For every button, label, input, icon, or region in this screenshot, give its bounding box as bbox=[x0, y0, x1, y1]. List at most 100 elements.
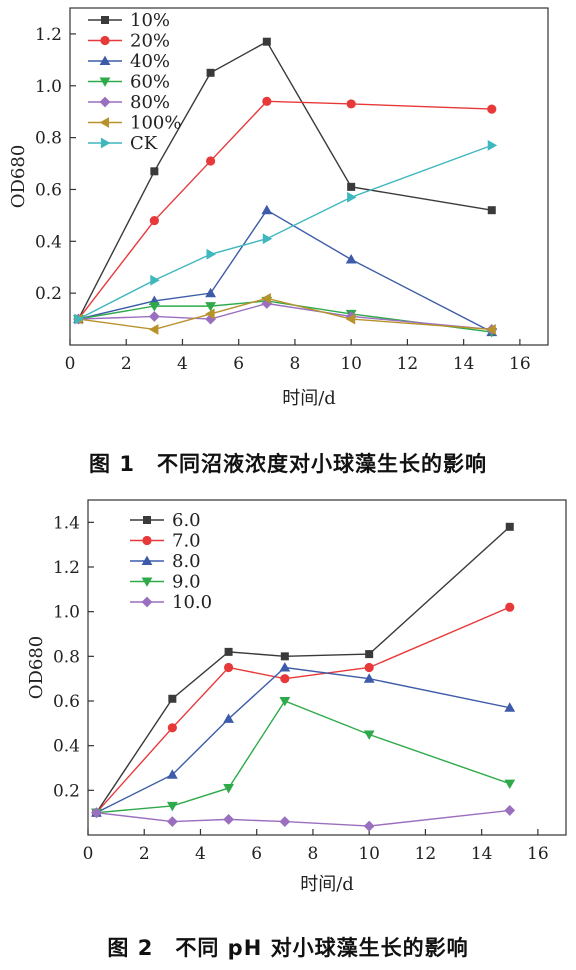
legend-marker bbox=[99, 96, 111, 108]
data-point bbox=[262, 96, 272, 106]
legend-marker bbox=[141, 577, 153, 587]
data-point bbox=[261, 298, 273, 309]
y-tick-label: 1.0 bbox=[35, 77, 62, 97]
data-point bbox=[280, 674, 290, 684]
series-line bbox=[95, 606, 511, 814]
legend-label: 10% bbox=[130, 10, 170, 31]
series-2 bbox=[91, 602, 515, 818]
series-line bbox=[78, 300, 492, 333]
data-point bbox=[166, 801, 178, 812]
data-point bbox=[205, 302, 216, 312]
data-point bbox=[505, 602, 515, 612]
legend-label: 80% bbox=[130, 92, 170, 113]
x-tick-label: 12 bbox=[397, 354, 419, 374]
y-tick-label: 0.2 bbox=[35, 284, 62, 304]
data-point bbox=[150, 167, 159, 176]
data-point bbox=[166, 769, 178, 779]
data-point bbox=[223, 713, 234, 723]
series-line bbox=[77, 100, 492, 320]
plot-frame bbox=[87, 499, 567, 836]
data-point bbox=[487, 206, 496, 215]
data-point bbox=[504, 702, 516, 712]
x-tick-label: 10 bbox=[340, 354, 362, 374]
y-tick-label: 0.2 bbox=[53, 781, 80, 801]
x-axis-label: 时间/d bbox=[300, 874, 354, 895]
data-point bbox=[365, 650, 374, 659]
series-line bbox=[95, 526, 511, 814]
y-tick-label: 1.2 bbox=[35, 25, 62, 45]
x-tick-label: 10 bbox=[358, 844, 380, 864]
data-point bbox=[279, 816, 291, 827]
x-tick-label: 2 bbox=[139, 844, 150, 864]
data-point bbox=[205, 308, 215, 320]
data-point bbox=[91, 807, 102, 819]
plot-frame bbox=[69, 7, 549, 346]
legend-label: 100% bbox=[130, 113, 181, 134]
data-point bbox=[261, 292, 271, 304]
x-tick-label: 6 bbox=[251, 844, 262, 864]
data-point bbox=[505, 522, 514, 531]
y-axis-label: OD680 bbox=[26, 636, 47, 700]
data-point bbox=[363, 730, 375, 740]
data-point bbox=[486, 324, 496, 335]
data-point bbox=[223, 662, 234, 673]
legend-marker bbox=[100, 137, 111, 149]
figure-2-caption: 图 2 不同 pH 对小球藻生长的影响 bbox=[107, 936, 469, 960]
x-tick-label: 16 bbox=[509, 354, 531, 374]
y-tick-label: 0.4 bbox=[53, 737, 80, 757]
legend-marker bbox=[99, 117, 110, 128]
x-axis-label: 时间/d bbox=[282, 388, 336, 409]
data-point bbox=[205, 156, 216, 166]
chart-2: 0 2 4 6 8 10 12 14 16 0.2 0.4 0.6 0.8 1.0 1.2 1.4 时间/d OD… bbox=[26, 499, 567, 895]
y-tick-label: 0.6 bbox=[35, 180, 62, 200]
data-point bbox=[166, 816, 178, 827]
y-tick-label: 0.8 bbox=[53, 647, 80, 667]
series-line bbox=[96, 809, 510, 827]
data-point bbox=[167, 723, 177, 733]
x-tick-label: 12 bbox=[415, 844, 437, 864]
data-point bbox=[148, 302, 160, 312]
legend-label: 9.0 bbox=[172, 572, 201, 593]
data-point bbox=[279, 662, 291, 672]
data-point bbox=[487, 104, 497, 114]
x-tick-label: 16 bbox=[527, 844, 549, 864]
legend-marker bbox=[141, 555, 153, 566]
data-point bbox=[345, 313, 356, 325]
y-tick-label: 0.6 bbox=[53, 692, 80, 712]
legend-marker bbox=[99, 77, 111, 87]
legend-marker bbox=[99, 55, 111, 66]
series-line bbox=[78, 209, 493, 333]
series-line bbox=[96, 666, 510, 814]
series-5 bbox=[91, 805, 516, 832]
series-3 bbox=[91, 662, 516, 817]
data-point bbox=[262, 37, 271, 46]
chart-1: 0 2 4 6 8 10 12 14 16 0.2 0.4 0.6 0.8 1.0 1.2 时间/d OD680… bbox=[8, 7, 549, 409]
data-point bbox=[205, 287, 216, 298]
data-point bbox=[168, 694, 177, 703]
data-point bbox=[345, 254, 357, 264]
x-tick-label: 14 bbox=[471, 844, 493, 864]
data-point bbox=[224, 647, 233, 656]
legend: 10%20%40%60%80%100%CK bbox=[88, 10, 181, 154]
legend-label: 10.0 bbox=[172, 592, 212, 613]
data-point bbox=[74, 313, 84, 325]
legend-label: 60% bbox=[130, 72, 170, 93]
data-point bbox=[279, 696, 291, 707]
legend-marker bbox=[100, 35, 110, 46]
data-point bbox=[261, 204, 273, 215]
figure-1-caption: 图 1 不同沼液浓度对小球藻生长的影响 bbox=[89, 452, 487, 476]
legend-marker bbox=[143, 516, 151, 524]
x-tick-label: 8 bbox=[308, 844, 319, 864]
data-point bbox=[149, 215, 159, 226]
data-point bbox=[148, 324, 159, 335]
data-point bbox=[347, 191, 357, 203]
y-tick-label: 0.4 bbox=[35, 232, 62, 252]
data-point bbox=[346, 99, 356, 109]
data-point bbox=[223, 813, 234, 825]
data-point bbox=[363, 673, 375, 683]
legend-label: 8.0 bbox=[172, 551, 201, 572]
y-axis-label: OD680 bbox=[8, 145, 29, 209]
y-tick-label: 1.2 bbox=[53, 558, 80, 578]
series-6 bbox=[73, 292, 496, 335]
data-point bbox=[504, 805, 516, 816]
